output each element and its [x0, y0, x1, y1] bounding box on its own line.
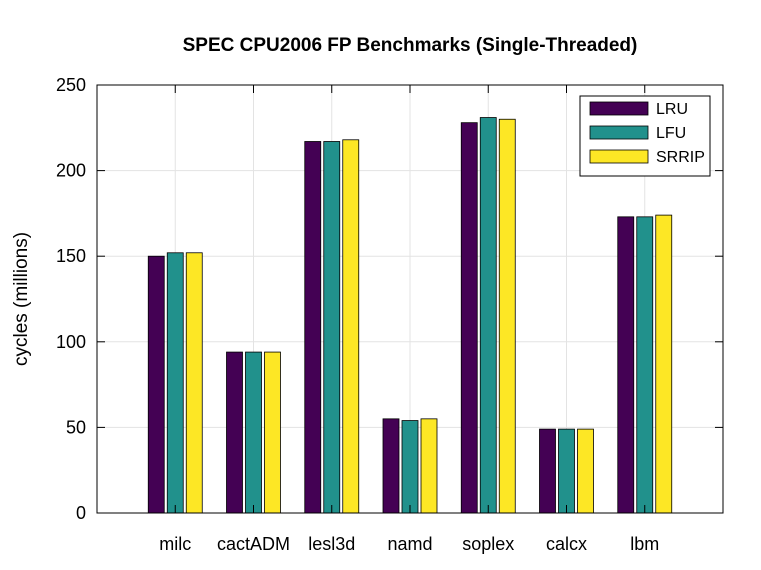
x-tick-label: lesl3d: [308, 534, 355, 554]
x-tick-label: soplex: [462, 534, 514, 554]
legend-label-lru: LRU: [656, 101, 688, 118]
legend-swatch-srrip: [589, 149, 649, 164]
y-tick-label: 0: [76, 503, 86, 523]
bar-lru-lbm: [617, 216, 635, 514]
bar-lfu-calcx: [558, 428, 575, 514]
bar-srrip-calcx: [577, 428, 594, 514]
bar-lfu-cactadm: [245, 351, 262, 514]
bar-lfu-lesl3d: [323, 141, 341, 514]
x-tick-label: lbm: [630, 534, 659, 554]
legend-label-srrip: SRRIP: [656, 149, 705, 166]
bar-lru-cactadm: [226, 351, 243, 514]
bar-srrip-cactadm: [264, 351, 281, 514]
y-tick-label: 100: [56, 332, 86, 352]
bar-lru-milc: [147, 255, 165, 514]
bar-lru-namd: [382, 418, 400, 514]
x-tick-label: calcx: [546, 534, 587, 554]
bar-srrip-milc: [185, 252, 203, 514]
bar-lfu-soplex: [479, 117, 497, 514]
x-tick-label: milc: [159, 534, 191, 554]
bar-lru-lesl3d: [304, 141, 322, 514]
bar-srrip-soplex: [498, 118, 516, 514]
bar-lru-soplex: [460, 122, 478, 514]
ticks: 0 50 100 150 200 250 milc cactADM lesl3d namd sopl…: [56, 75, 723, 554]
x-tick-label: namd: [387, 534, 432, 554]
legend-swatch-lru: [589, 101, 649, 116]
y-axis-label: cycles (millions): [11, 232, 32, 366]
legend: LRU LFU SRRIP: [579, 95, 711, 177]
bar-lfu-namd: [401, 420, 419, 514]
bar-srrip-lesl3d: [342, 139, 360, 514]
bar-lfu-milc: [166, 252, 184, 514]
y-tick-label: 200: [56, 161, 86, 181]
y-tick-label: 150: [56, 246, 86, 266]
bar-lfu-lbm: [636, 216, 654, 514]
bar-srrip-lbm: [655, 214, 673, 514]
x-tick-label: cactADM: [217, 534, 290, 554]
legend-label-lfu: LFU: [656, 125, 686, 142]
chart-title: SPEC CPU2006 FP Benchmarks (Single-Threa…: [183, 35, 638, 56]
bar-srrip-namd: [420, 418, 438, 514]
legend-swatch-lfu: [589, 125, 649, 140]
y-tick-label: 50: [66, 417, 86, 437]
bar-lru-calcx: [539, 428, 556, 514]
y-tick-label: 250: [56, 75, 86, 95]
bars: [147, 117, 673, 514]
